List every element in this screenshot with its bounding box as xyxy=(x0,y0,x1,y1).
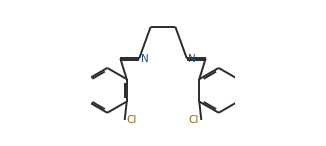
Text: Cl: Cl xyxy=(127,115,137,125)
Text: N: N xyxy=(188,54,196,64)
Text: Cl: Cl xyxy=(189,115,199,125)
Text: N: N xyxy=(141,54,148,64)
